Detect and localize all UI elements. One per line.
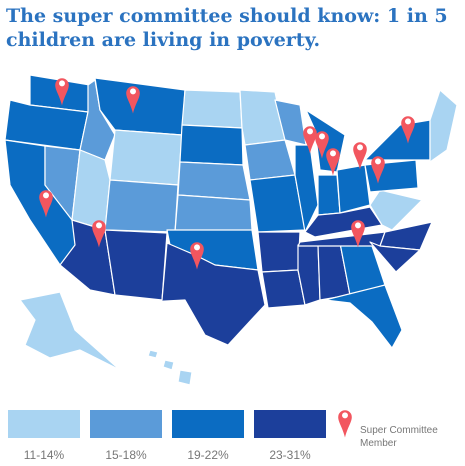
pin (401, 116, 415, 144)
state (369, 241, 421, 273)
pin-body (338, 410, 352, 438)
pin-dot (357, 144, 363, 151)
state (177, 369, 193, 386)
state (324, 284, 403, 349)
pin (326, 148, 340, 176)
state (181, 89, 243, 129)
pin-body (315, 131, 329, 159)
state (162, 359, 175, 371)
pin-dot (43, 192, 49, 199)
legend-label: 15-18% (105, 448, 147, 462)
state (179, 124, 244, 166)
state (104, 179, 179, 233)
pins (39, 78, 415, 270)
pin-dot (307, 128, 313, 135)
pin (353, 142, 367, 170)
pin-dot (330, 150, 336, 157)
pin-dot (319, 133, 325, 140)
state (304, 206, 383, 238)
pin-body (351, 220, 365, 248)
state (109, 129, 183, 186)
pin-body (303, 126, 317, 154)
state (336, 164, 371, 214)
state (147, 349, 159, 359)
state (177, 161, 251, 201)
pin-body (39, 190, 53, 218)
pin-dot (375, 158, 381, 165)
pin-body (326, 148, 340, 176)
legend-swatch (8, 410, 80, 438)
legend-swatch (172, 410, 244, 438)
pin-dot (130, 88, 136, 95)
pin-body (92, 220, 106, 248)
state (364, 119, 431, 161)
pin (371, 156, 385, 184)
pin (126, 86, 140, 114)
legend-label: 11-14% (23, 448, 65, 462)
pin-body (55, 78, 69, 106)
state (104, 229, 168, 301)
pin-dot (59, 80, 65, 87)
state (317, 174, 341, 216)
state (19, 291, 121, 371)
legend-label: 19-22% (187, 448, 229, 462)
pin (303, 126, 317, 154)
pin-dot (405, 118, 411, 125)
pin (39, 190, 53, 218)
legend-pin-group (338, 410, 352, 438)
state (147, 242, 266, 346)
pin (55, 78, 69, 106)
pin-body (353, 142, 367, 170)
pin-dot (355, 222, 361, 229)
pin (351, 220, 365, 248)
state (257, 231, 301, 273)
title: The super committee should know: 1 in 5 … (6, 5, 448, 51)
pin-body (190, 242, 204, 270)
states (4, 74, 458, 386)
legend-label: 23-31% (269, 448, 311, 462)
state (239, 89, 286, 146)
pin-body (371, 156, 385, 184)
pin (92, 220, 106, 248)
pin-dot (96, 222, 102, 229)
state (429, 89, 458, 163)
state (244, 139, 296, 181)
legend-swatch (254, 410, 326, 438)
state (174, 194, 253, 233)
pin (338, 410, 352, 438)
pin-body (126, 86, 140, 114)
pin-body (401, 116, 415, 144)
member-label: Super Committee Member (360, 425, 438, 449)
pin-dot (194, 244, 200, 251)
state (369, 189, 423, 231)
pin (190, 242, 204, 270)
pin (315, 131, 329, 159)
pin-dot (342, 412, 348, 419)
legend-swatch (90, 410, 162, 438)
